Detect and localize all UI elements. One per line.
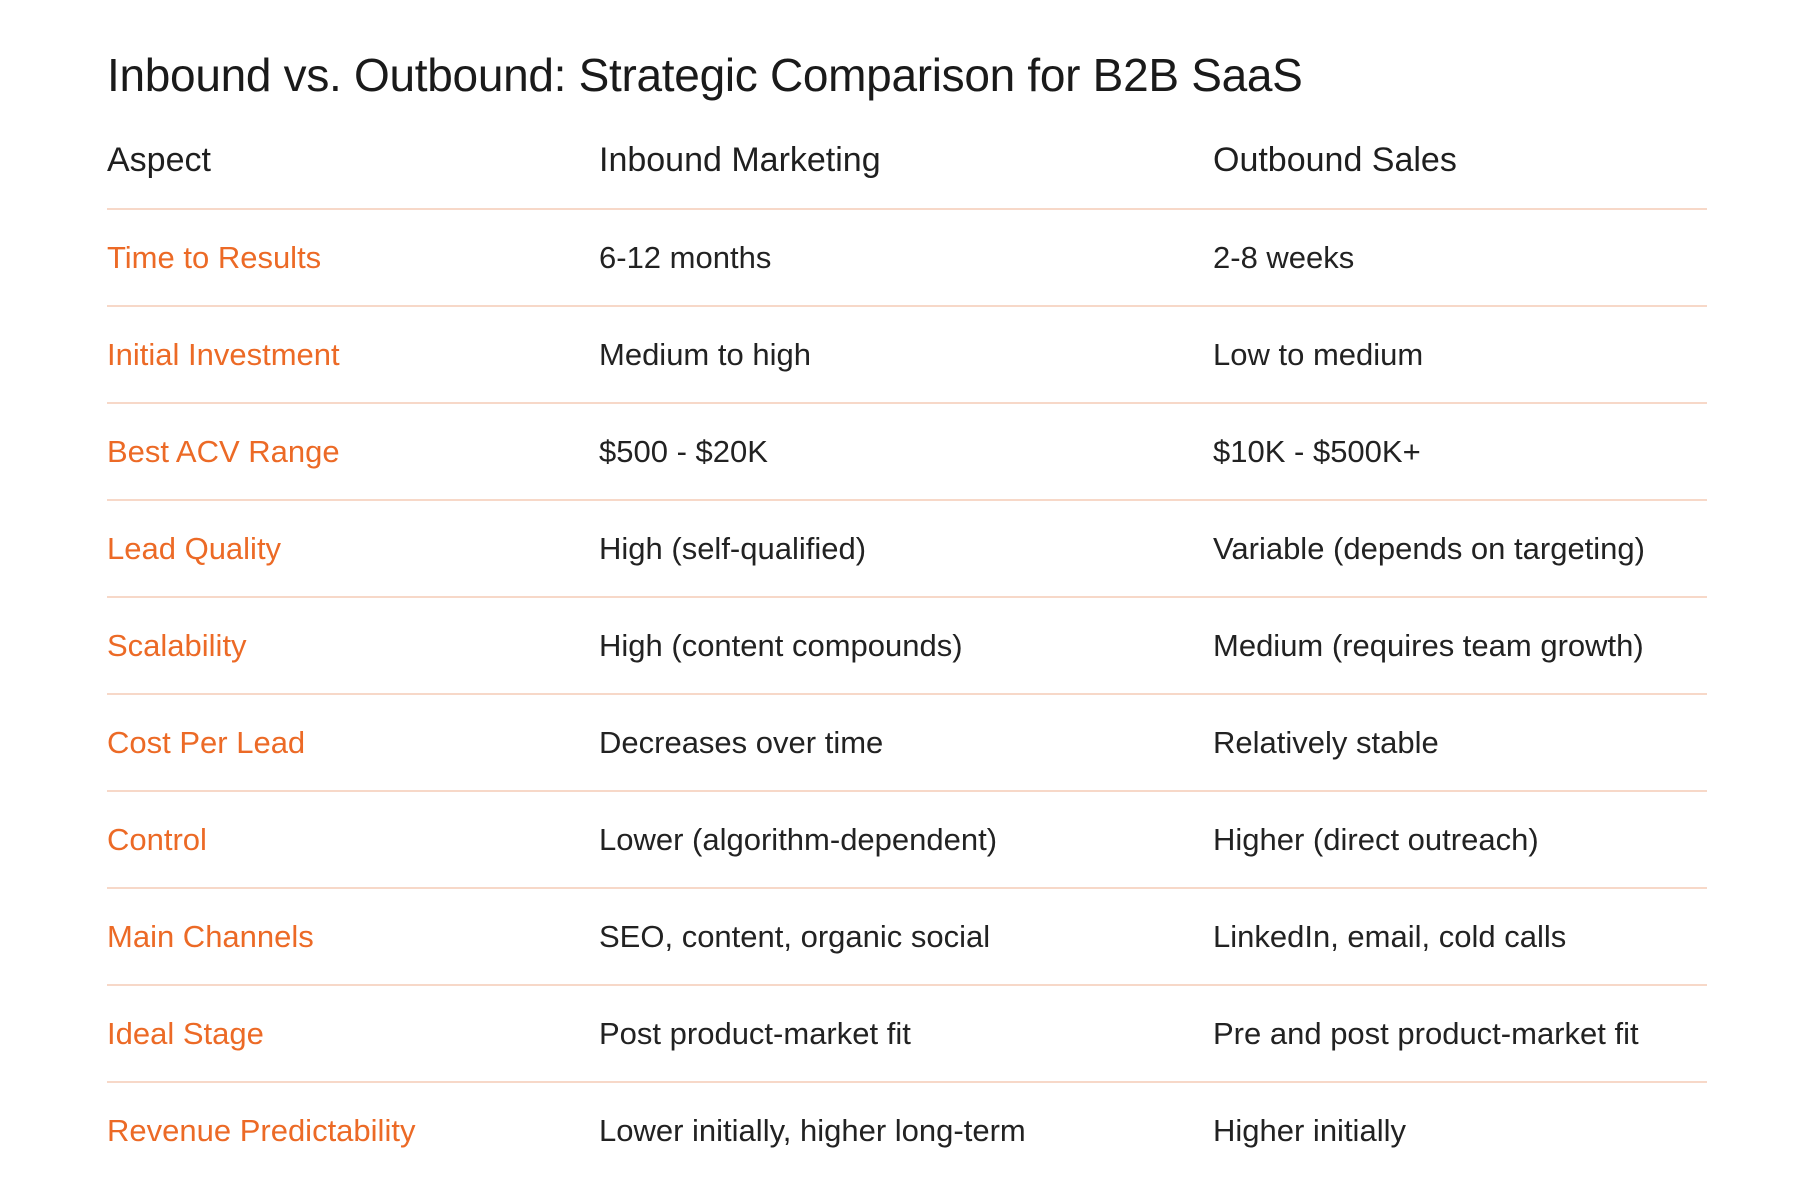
inbound-cell: High (self-qualified) xyxy=(599,500,1213,598)
aspect-cell: Scalability xyxy=(107,597,599,695)
comparison-table: Aspect Inbound Marketing Outbound Sales … xyxy=(107,112,1707,1178)
aspect-cell: Best ACV Range xyxy=(107,403,599,501)
aspect-cell: Revenue Predictability xyxy=(107,1112,416,1148)
outbound-cell: 2-8 weeks xyxy=(1213,209,1707,307)
table-row: Scalability High (content compounds) Med… xyxy=(107,597,1707,695)
inbound-cell: SEO, content, organic social xyxy=(599,888,1213,986)
outbound-cell: $10K - $500K+ xyxy=(1213,403,1707,501)
aspect-cell: Initial Investment xyxy=(107,306,599,404)
aspect-cell: Lead Quality xyxy=(107,500,599,598)
table-row: Cost Per Lead Decreases over time Relati… xyxy=(107,694,1707,792)
table-row: Time to Results 6-12 months 2-8 weeks xyxy=(107,209,1707,307)
table-row: Best ACV Range $500 - $20K $10K - $500K+ xyxy=(107,403,1707,501)
outbound-cell: Higher (direct outreach) xyxy=(1213,791,1707,889)
table-row: Revenue Predictability Lower initially, … xyxy=(107,1082,1707,1178)
outbound-cell: Low to medium xyxy=(1213,306,1707,404)
table-row: Ideal Stage Post product-market fit Pre … xyxy=(107,985,1707,1083)
table-row: Control Lower (algorithm-dependent) High… xyxy=(107,791,1707,889)
table-row: Main Channels SEO, content, organic soci… xyxy=(107,888,1707,986)
outbound-cell: Pre and post product-market fit xyxy=(1213,985,1707,1083)
header-row: Aspect Inbound Marketing Outbound Sales xyxy=(107,112,1707,210)
inbound-cell: $500 - $20K xyxy=(599,403,1213,501)
aspect-cell: Ideal Stage xyxy=(107,985,599,1083)
inbound-cell: Lower (algorithm-dependent) xyxy=(599,791,1213,889)
inbound-cell: 6-12 months xyxy=(599,209,1213,307)
inbound-cell: Lower initially, higher long-term xyxy=(599,1112,1026,1148)
page-title: Inbound vs. Outbound: Strategic Comparis… xyxy=(107,49,1303,101)
table-header: Aspect Inbound Marketing Outbound Sales xyxy=(107,112,1707,210)
inbound-cell: High (content compounds) xyxy=(599,597,1213,695)
table-body: Time to Results 6-12 months 2-8 weeks In… xyxy=(107,209,1707,1178)
table-row: Initial Investment Medium to high Low to… xyxy=(107,306,1707,404)
inbound-cell: Decreases over time xyxy=(599,694,1213,792)
outbound-cell: Higher initially xyxy=(1213,1112,1406,1148)
column-header-aspect: Aspect xyxy=(107,112,599,210)
inbound-cell: Post product-market fit xyxy=(599,985,1213,1083)
column-header-outbound: Outbound Sales xyxy=(1213,112,1707,210)
aspect-cell: Control xyxy=(107,791,599,889)
aspect-cell: Main Channels xyxy=(107,888,599,986)
outbound-cell: Variable (depends on targeting) xyxy=(1213,500,1707,598)
outbound-cell: LinkedIn, email, cold calls xyxy=(1213,888,1707,986)
column-header-inbound: Inbound Marketing xyxy=(599,112,1213,210)
outbound-cell: Medium (requires team growth) xyxy=(1213,597,1707,695)
inbound-cell: Medium to high xyxy=(599,306,1213,404)
aspect-cell: Time to Results xyxy=(107,209,599,307)
aspect-cell: Cost Per Lead xyxy=(107,694,599,792)
table-row: Lead Quality High (self-qualified) Varia… xyxy=(107,500,1707,598)
outbound-cell: Relatively stable xyxy=(1213,694,1707,792)
